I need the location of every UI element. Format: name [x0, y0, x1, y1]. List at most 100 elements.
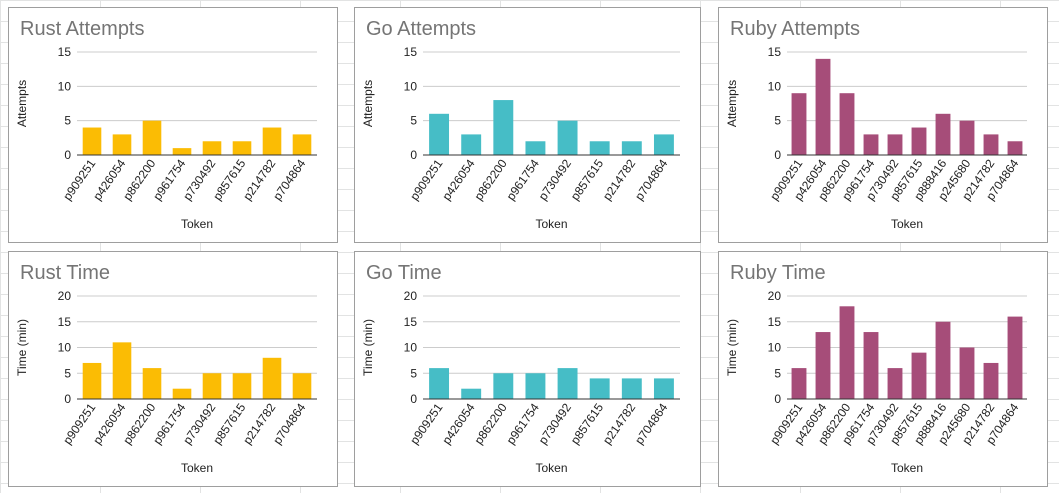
- bar-p730492[interactable]: [557, 368, 578, 399]
- bar-p909251[interactable]: [791, 93, 807, 155]
- bar-p961754[interactable]: [525, 141, 546, 155]
- x-axis-label: Token: [891, 461, 923, 475]
- bar-p214782[interactable]: [621, 141, 642, 155]
- chart-title: Rust Attempts: [20, 18, 145, 40]
- y-tick-label: 0: [64, 392, 71, 406]
- y-tick-label: 20: [58, 289, 72, 303]
- bar-p704864[interactable]: [1007, 316, 1023, 399]
- bar-p704864[interactable]: [292, 373, 312, 399]
- bar-p214782[interactable]: [621, 378, 642, 399]
- y-tick-label: 0: [410, 148, 417, 162]
- chart-panel-rust-time[interactable]: Rust Time 0 5 10 15 20 p909251 p426054 p862200 p9…: [8, 251, 338, 487]
- y-tick-label: 5: [774, 114, 781, 128]
- bar-p704864[interactable]: [653, 378, 674, 399]
- y-tick-label: 15: [768, 315, 782, 329]
- bar-p961754[interactable]: [863, 332, 879, 399]
- bar-p862200[interactable]: [839, 306, 855, 399]
- bar-p857615[interactable]: [232, 373, 252, 399]
- y-tick-label: 10: [58, 341, 72, 355]
- x-tick-label: p704864: [632, 400, 670, 447]
- bar-p245680[interactable]: [959, 120, 975, 155]
- y-tick-label: 15: [768, 45, 782, 59]
- bar-p888416[interactable]: [935, 321, 951, 399]
- chart-title: Ruby Time: [730, 262, 826, 284]
- chart-panel-ruby-time[interactable]: Ruby Time 0 5 10 15 20 p909251 p426054 p862200 p9…: [718, 251, 1048, 487]
- y-tick-label: 20: [404, 289, 418, 303]
- bar-p426054[interactable]: [815, 332, 831, 399]
- y-tick-label: 10: [404, 79, 418, 93]
- chart-panel-go-attempts[interactable]: Go Attempts 0 5 10 15 p909251 p426054 p862200 p9…: [354, 7, 701, 243]
- bar-p888416[interactable]: [935, 113, 951, 155]
- bar-p730492[interactable]: [202, 141, 222, 155]
- x-tick-label: p704864: [632, 156, 670, 203]
- y-axis-label: Time (min): [361, 319, 375, 376]
- bar-p961754[interactable]: [172, 388, 192, 399]
- bar-p426054[interactable]: [112, 134, 132, 155]
- bar-p909251[interactable]: [429, 368, 450, 399]
- bar-p730492[interactable]: [887, 368, 903, 399]
- bar-p857615[interactable]: [232, 141, 252, 155]
- bar-p704864[interactable]: [292, 134, 312, 155]
- y-tick-label: 10: [404, 341, 418, 355]
- bar-p426054[interactable]: [815, 58, 831, 155]
- bar-p426054[interactable]: [461, 134, 482, 155]
- y-axis-label: Attempts: [361, 80, 375, 127]
- bar-p214782[interactable]: [262, 357, 282, 399]
- bar-p909251[interactable]: [429, 113, 450, 155]
- bar-p730492[interactable]: [557, 120, 578, 155]
- bar-p730492[interactable]: [202, 373, 222, 399]
- bar-p857615[interactable]: [911, 352, 927, 399]
- y-axis-label: Attempts: [15, 80, 29, 127]
- y-tick-label: 0: [774, 148, 781, 162]
- bar-p961754[interactable]: [525, 373, 546, 399]
- chart-panel-go-time[interactable]: Go Time 0 5 10 15 20 p909251 p426054 p862200 p961…: [354, 251, 701, 487]
- bar-p704864[interactable]: [653, 134, 674, 155]
- bar-p704864[interactable]: [1007, 141, 1023, 155]
- x-axis-label: Token: [181, 461, 213, 475]
- bar-p857615[interactable]: [589, 378, 610, 399]
- y-tick-label: 20: [768, 289, 782, 303]
- bar-p961754[interactable]: [172, 148, 192, 155]
- chart-panel-rust-attempts[interactable]: Rust Attempts 0 5 10 15 p909251 p426054 p862200…: [8, 7, 338, 243]
- y-tick-label: 5: [64, 114, 71, 128]
- chart-go-time: Go Time05101520p909251p426054p862200p961…: [361, 262, 680, 475]
- bar-p426054[interactable]: [461, 388, 482, 399]
- chart-title: Go Attempts: [366, 18, 476, 40]
- bar-p214782[interactable]: [262, 127, 282, 155]
- bar-p862200[interactable]: [142, 368, 162, 399]
- bar-p862200[interactable]: [493, 373, 514, 399]
- bar-p909251[interactable]: [82, 362, 102, 399]
- y-tick-label: 0: [64, 148, 71, 162]
- chart-go-attempts: Go Attempts051015p909251p426054p862200p9…: [361, 18, 680, 231]
- bar-p214782[interactable]: [983, 362, 999, 399]
- bar-p862200[interactable]: [493, 100, 514, 155]
- y-tick-label: 10: [768, 341, 782, 355]
- bar-p730492[interactable]: [887, 134, 903, 155]
- x-axis-label: Token: [891, 217, 923, 231]
- y-tick-label: 10: [58, 79, 72, 93]
- x-axis-label: Token: [535, 461, 567, 475]
- bar-p862200[interactable]: [839, 93, 855, 155]
- bar-p857615[interactable]: [589, 141, 610, 155]
- y-tick-label: 15: [58, 315, 72, 329]
- y-tick-label: 5: [64, 366, 71, 380]
- y-tick-label: 15: [58, 45, 72, 59]
- y-axis-label: Time (min): [15, 319, 29, 376]
- y-tick-label: 5: [410, 366, 417, 380]
- chart-rust-attempts: Rust Attempts051015p909251p426054p862200…: [15, 18, 317, 231]
- bar-p214782[interactable]: [983, 134, 999, 155]
- y-tick-label: 5: [774, 366, 781, 380]
- bar-p961754[interactable]: [863, 134, 879, 155]
- bar-p857615[interactable]: [911, 127, 927, 155]
- bar-p862200[interactable]: [142, 120, 162, 155]
- bar-p909251[interactable]: [791, 368, 807, 399]
- chart-ruby-time: Ruby Time05101520p909251p426054p862200p9…: [725, 262, 1027, 475]
- y-axis-label: Time (min): [725, 319, 739, 376]
- y-tick-label: 10: [768, 79, 782, 93]
- chart-rust-time: Rust Time05101520p909251p426054p862200p9…: [15, 262, 317, 475]
- chart-panel-ruby-attempts[interactable]: Ruby Attempts 0 5 10 15 p909251 p426054 p862200…: [718, 7, 1048, 243]
- bar-p909251[interactable]: [82, 127, 102, 155]
- x-axis-label: Token: [181, 217, 213, 231]
- bar-p245680[interactable]: [959, 347, 975, 400]
- bar-p426054[interactable]: [112, 342, 132, 399]
